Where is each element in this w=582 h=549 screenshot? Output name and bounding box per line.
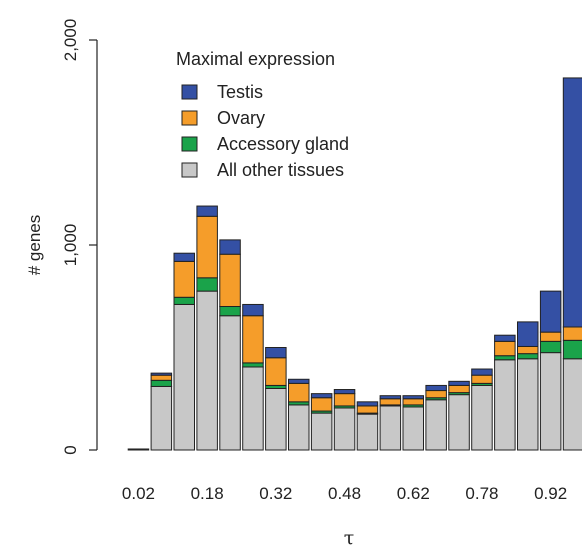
bar-segment-accessory-gland-19 <box>562 339 582 360</box>
x-tick-label-3: 0.48 <box>328 484 361 503</box>
bar-segment-testis-13 <box>425 384 447 392</box>
bar-segment-testis-4 <box>219 239 241 255</box>
bar-segment-all-other-tissues-19 <box>562 358 582 451</box>
bar-segment-all-other-tissues-9 <box>333 407 356 451</box>
bar-segment-accessory-gland-1 <box>150 379 173 387</box>
bar-segment-ovary-4 <box>219 253 241 307</box>
bar-segment-accessory-gland-5 <box>242 362 264 368</box>
bar-segment-testis-7 <box>288 378 310 384</box>
x-axis-title: τ <box>344 527 355 549</box>
bar-segment-testis-6 <box>265 347 287 359</box>
bar-segment-all-other-tissues-17 <box>517 358 539 451</box>
legend-label-all-other-tissues: All other tissues <box>217 160 344 180</box>
bar-segment-all-other-tissues-10 <box>356 413 379 451</box>
x-tick-label-2: 0.32 <box>259 484 292 503</box>
legend-label-testis: Testis <box>217 82 263 102</box>
bar-segment-all-other-tissues-8 <box>310 412 333 451</box>
x-tick-label-6: 0.92 <box>534 484 567 503</box>
legend-swatch-testis <box>181 84 198 100</box>
bar-segment-accessory-gland-3 <box>196 277 218 292</box>
bar-segment-ovary-14 <box>448 384 470 394</box>
legend-swatch-all-other-tissues <box>181 162 198 178</box>
bar-segment-ovary-9 <box>333 393 356 407</box>
bars-group <box>127 77 582 451</box>
y-tick-label-0: 0 <box>61 445 80 454</box>
bar-segment-all-other-tissues-5 <box>242 366 264 451</box>
bar-segment-all-other-tissues-16 <box>494 359 516 451</box>
bar-segment-all-other-tissues-0 <box>127 448 150 451</box>
bar-segment-testis-9 <box>333 389 356 395</box>
bar-segment-accessory-gland-2 <box>173 296 195 305</box>
bar-segment-ovary-7 <box>288 382 310 403</box>
y-tick-label-1: 1,000 <box>61 224 80 267</box>
x-axis: 0.02 0.18 0.32 0.48 0.62 0.78 0.92 <box>122 484 567 503</box>
x-tick-label-0: 0.02 <box>122 484 155 503</box>
y-axis-title: # genes <box>25 215 44 276</box>
y-axis: 0 1,000 2,000 <box>61 19 98 455</box>
bar-segment-ovary-19 <box>562 326 582 341</box>
bar-segment-all-other-tissues-4 <box>219 315 241 451</box>
bar-segment-testis-12 <box>402 395 424 400</box>
bar-segment-ovary-16 <box>494 340 516 357</box>
legend-title: Maximal expression <box>176 49 335 69</box>
bar-segment-accessory-gland-16 <box>494 355 516 361</box>
bar-segment-testis-17 <box>517 321 539 347</box>
legend-label-ovary: Ovary <box>217 108 265 128</box>
bar-segment-ovary-13 <box>425 390 447 399</box>
bar-segment-all-other-tissues-14 <box>448 394 470 451</box>
bar-segment-all-other-tissues-18 <box>539 352 562 451</box>
bar-segment-testis-1 <box>150 372 173 376</box>
legend: Maximal expression Testis Ovary Accessory … <box>176 49 349 180</box>
bar-segment-testis-19 <box>562 77 582 328</box>
bar-segment-all-other-tissues-7 <box>288 404 310 451</box>
bar-segment-accessory-gland-4 <box>219 306 241 317</box>
bar-segment-all-other-tissues-1 <box>150 385 173 451</box>
x-tick-label-5: 0.78 <box>465 484 498 503</box>
bar-segment-testis-5 <box>242 303 264 317</box>
bar-segment-accessory-gland-17 <box>517 353 539 360</box>
bar-segment-testis-16 <box>494 334 516 342</box>
bar-segment-testis-18 <box>539 290 562 333</box>
bar-segment-all-other-tissues-2 <box>173 303 195 451</box>
bar-segment-ovary-3 <box>196 215 218 279</box>
bar-segment-ovary-6 <box>265 357 287 386</box>
bar-segment-testis-3 <box>196 205 218 217</box>
bar-segment-all-other-tissues-6 <box>265 388 287 451</box>
bar-segment-all-other-tissues-11 <box>379 405 402 451</box>
bar-segment-ovary-10 <box>356 405 379 414</box>
bar-segment-testis-2 <box>173 252 195 262</box>
bar-segment-ovary-8 <box>310 397 333 412</box>
bar-segment-ovary-2 <box>173 260 195 298</box>
y-tick-label-2: 2,000 <box>61 19 80 62</box>
bar-segment-testis-10 <box>356 401 379 407</box>
bar-segment-testis-14 <box>448 380 470 386</box>
bar-segment-all-other-tissues-12 <box>402 406 424 451</box>
x-tick-label-1: 0.18 <box>191 484 224 503</box>
bar-segment-testis-11 <box>379 395 402 400</box>
bar-segment-accessory-gland-18 <box>539 340 562 354</box>
bar-segment-all-other-tissues-13 <box>425 399 447 451</box>
bar-segment-ovary-15 <box>471 374 493 384</box>
bar-segment-all-other-tissues-3 <box>196 290 218 451</box>
bar-segment-ovary-12 <box>402 398 424 406</box>
legend-swatch-accessory-gland <box>181 136 198 152</box>
bar-segment-ovary-1 <box>150 374 173 381</box>
legend-label-accessory-gland: Accessory gland <box>217 134 349 154</box>
bar-segment-all-other-tissues-15 <box>471 384 493 451</box>
legend-swatch-ovary <box>181 110 198 126</box>
bar-segment-testis-15 <box>471 368 493 376</box>
bar-segment-testis-8 <box>310 393 333 399</box>
bar-segment-ovary-5 <box>242 315 264 364</box>
x-tick-label-4: 0.62 <box>397 484 430 503</box>
bar-segment-ovary-18 <box>539 331 562 342</box>
bar-segment-ovary-11 <box>379 398 402 406</box>
bar-segment-ovary-17 <box>517 345 539 355</box>
